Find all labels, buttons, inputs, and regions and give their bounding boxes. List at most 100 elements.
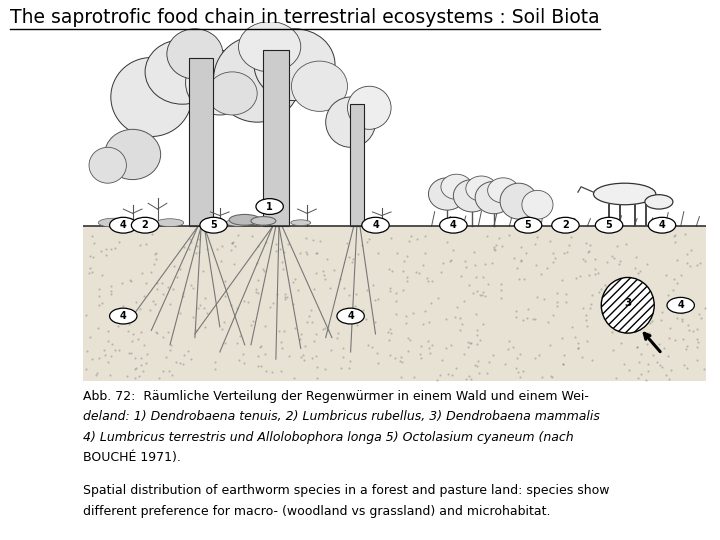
Point [86,232,97,241]
Point [654,361,665,369]
Point [671,255,683,264]
Point [678,361,690,369]
Point [516,255,527,264]
Point [167,284,179,293]
Point [634,267,646,275]
Point [644,328,655,337]
Point [307,235,319,244]
Point [337,352,348,361]
Text: 4: 4 [347,311,354,321]
Text: 5: 5 [606,220,613,230]
Point [548,258,559,266]
Point [328,266,340,275]
Point [552,289,563,298]
Point [157,367,168,375]
Point [401,252,413,260]
Point [473,369,485,377]
Point [660,271,672,279]
Point [557,360,569,369]
Ellipse shape [229,214,261,225]
Point [472,325,483,334]
Point [318,271,330,279]
Point [300,342,311,350]
Point [482,280,493,288]
Point [201,245,212,253]
Text: 4: 4 [372,220,379,230]
Ellipse shape [207,72,257,115]
Point [102,326,114,335]
Point [515,350,526,359]
Point [611,279,622,287]
Point [651,357,662,366]
Bar [83,226,706,381]
Point [121,315,132,323]
Point [150,248,162,257]
Point [669,231,680,240]
Point [166,371,178,380]
Point [636,287,648,296]
Point [442,369,454,378]
Bar [83,22,706,226]
Point [140,279,151,288]
Text: 4: 4 [659,220,665,230]
Circle shape [667,298,694,313]
Point [184,234,196,243]
Point [510,307,522,316]
Point [472,361,483,370]
Point [397,267,409,275]
Point [629,264,641,272]
Point [192,241,203,250]
Point [544,340,556,349]
Point [471,330,482,339]
Point [109,346,121,355]
Point [153,374,165,382]
Point [445,341,456,349]
Point [96,298,108,307]
Point [529,354,541,362]
Point [646,316,657,325]
Point [601,258,613,266]
Point [238,297,249,306]
Point [146,230,158,239]
Point [676,315,688,323]
Point [608,254,619,262]
Ellipse shape [428,178,466,210]
Point [294,248,306,257]
Point [495,280,507,288]
Point [411,234,423,243]
Point [599,280,611,289]
Point [81,347,93,355]
Point [312,363,323,372]
Point [616,323,628,332]
Point [633,358,644,367]
Point [464,372,475,381]
Point [123,320,135,329]
Point [671,279,683,288]
Point [333,329,344,338]
Point [636,370,647,379]
Point [400,312,411,320]
Point [164,300,176,308]
Text: The saprotrofic food chain in terrestrial ecosystems : Soil Biota: The saprotrofic food chain in terrestria… [10,8,600,27]
Point [662,291,674,299]
Text: 4: 4 [120,311,127,321]
Point [476,291,487,300]
Point [270,247,282,255]
Point [384,325,395,334]
Point [242,298,253,306]
Point [692,335,703,343]
Point [635,350,647,359]
Point [390,288,402,297]
Point [384,287,396,295]
Text: 4: 4 [678,300,684,310]
Point [122,372,133,381]
Point [89,239,100,248]
Point [94,291,105,300]
Point [151,285,163,293]
Point [162,327,174,336]
Point [539,294,550,303]
Point [86,355,98,363]
Ellipse shape [214,36,301,122]
Point [99,350,111,359]
Point [231,339,243,347]
